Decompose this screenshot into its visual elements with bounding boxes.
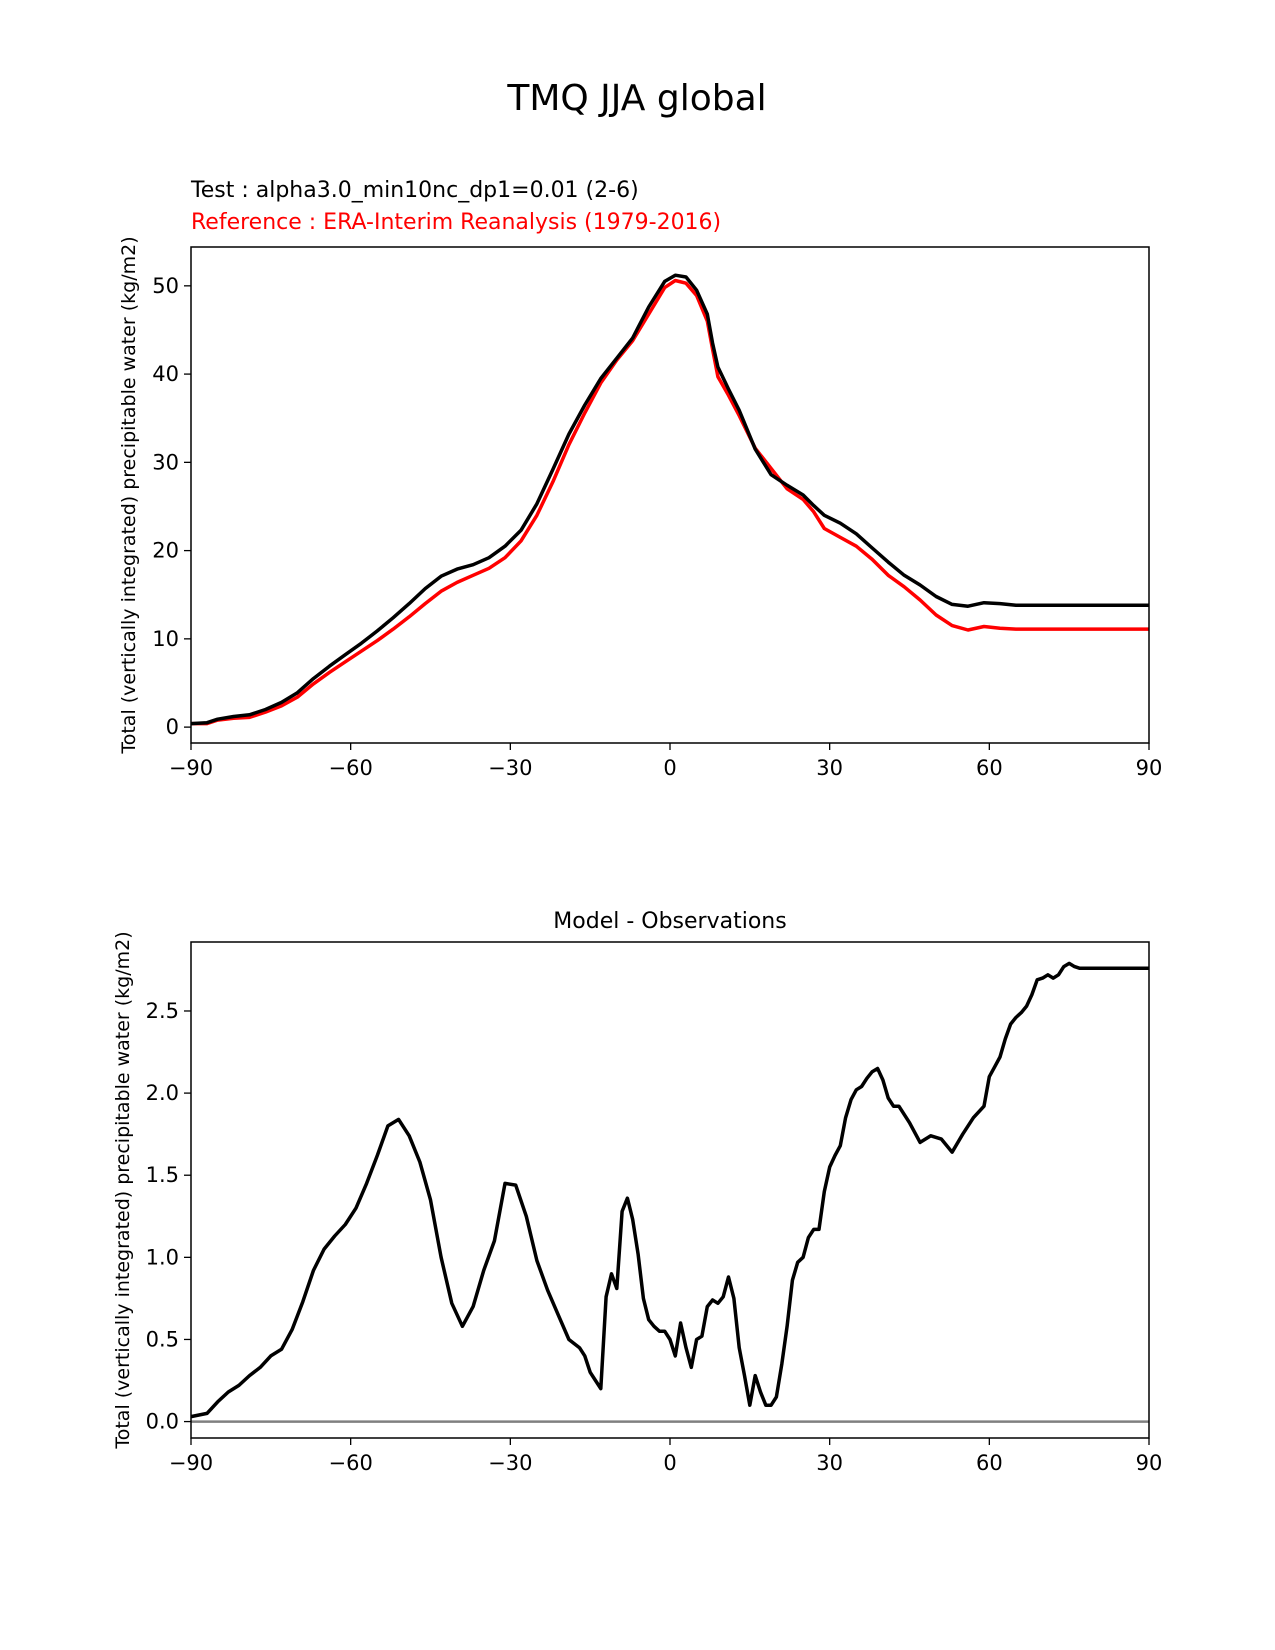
bot-y-tick-label: 0.0 [146, 1410, 179, 1434]
bottom-y-axis-label: Total (vertically integrated) precipitab… [112, 931, 134, 1449]
bot-x-tick-label: 90 [1136, 1451, 1163, 1475]
top-x-tick-label: 60 [976, 756, 1003, 780]
top-y-tick-label: 0 [166, 715, 179, 739]
bot-x-tick-label: 30 [816, 1451, 843, 1475]
top-x-tick-label: −30 [488, 756, 532, 780]
bot-x-tick-label: 0 [663, 1451, 676, 1475]
bot-y-tick-label: 2.5 [146, 999, 179, 1023]
top-y-tick-label: 10 [152, 627, 179, 651]
top-y-tick-label: 50 [152, 274, 179, 298]
bot-y-tick-label: 1.0 [146, 1245, 179, 1269]
bot-x-tick-label: 60 [976, 1451, 1003, 1475]
panel-difference: Model - Observations −90 −60 −30 0 30 60 90 0.… [112, 909, 1162, 1475]
panel-precipitable-water: Test : alpha3.0_min10nc_dp1=0.01 (2-6) R… [118, 178, 1162, 780]
top-x-tick-label: −60 [329, 756, 373, 780]
top-series-group [190, 273, 1149, 726]
top-y-tick-label: 30 [152, 450, 179, 474]
bot-y-tick-label: 0.5 [146, 1327, 179, 1351]
top-y-tick-label: 40 [152, 362, 179, 386]
top-x-tick-label: 90 [1136, 756, 1163, 780]
reference-title: Reference : ERA-Interim Reanalysis (1979… [191, 210, 721, 235]
bottom-series-group [190, 961, 1149, 1423]
top-x-axis: −90 −60 −30 0 30 60 90 [169, 743, 1163, 780]
bot-x-tick-label: −60 [329, 1451, 373, 1475]
top-x-tick-label: 30 [816, 756, 843, 780]
series-line-test [190, 273, 1149, 726]
top-y-tick-label: 20 [152, 539, 179, 563]
top-y-axis: 0 10 20 30 40 50 [152, 274, 191, 739]
bot-y-tick-label: 1.5 [146, 1163, 179, 1187]
bot-y-tick-label: 2.0 [146, 1081, 179, 1105]
series-line-reference [191, 278, 1149, 726]
top-y-axis-label: Total (vertically integrated) precipitab… [118, 236, 140, 754]
top-x-tick-label: −90 [169, 756, 213, 780]
bottom-y-axis: 0.0 0.5 1.0 1.5 2.0 2.5 [146, 999, 191, 1434]
bottom-x-axis: −90 −60 −30 0 30 60 90 [169, 1438, 1163, 1475]
test-title: Test : alpha3.0_min10nc_dp1=0.01 (2-6) [190, 178, 639, 203]
bot-x-tick-label: −90 [169, 1451, 213, 1475]
series-line-model-observations [190, 961, 1149, 1419]
difference-title: Model - Observations [553, 909, 786, 934]
top-x-tick-label: 0 [663, 756, 676, 780]
figure-title: TMQ JJA global [506, 78, 766, 119]
bot-x-tick-label: −30 [488, 1451, 532, 1475]
